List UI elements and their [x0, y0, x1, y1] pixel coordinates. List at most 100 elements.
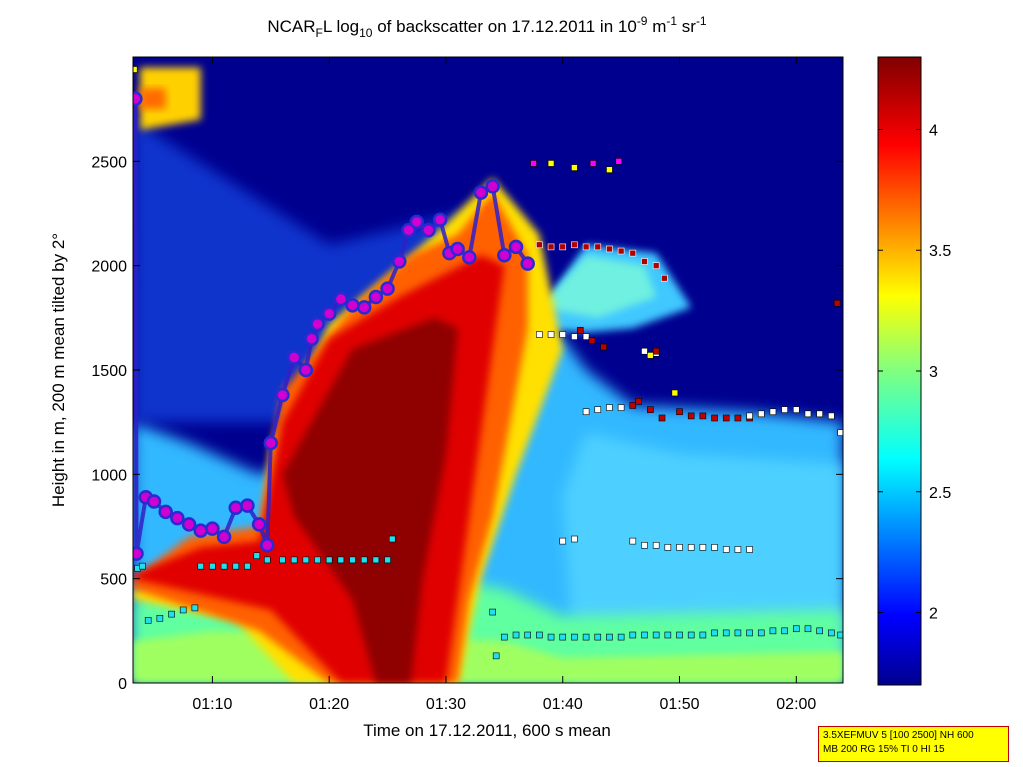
title-part: NCAR	[267, 17, 315, 36]
feature-marker	[536, 241, 543, 249]
top-of-layer-marker	[228, 500, 244, 515]
y-tick-label: 1500	[91, 363, 127, 380]
title-part: sr	[677, 17, 696, 36]
feature-marker	[629, 631, 637, 639]
info-box-line2: MB 200 RG 15% TI 0 HI 15	[823, 744, 945, 755]
colorbar-tick-label: 2	[929, 606, 938, 623]
title-part: -1	[666, 14, 677, 28]
feature-marker	[816, 410, 823, 418]
feature-marker	[244, 562, 251, 570]
y-axis-label: Height in m, 200 m mean tilted by 2°	[49, 233, 68, 507]
feature-marker	[746, 546, 753, 553]
feature-marker	[757, 410, 765, 418]
top-of-layer-marker	[392, 254, 407, 269]
top-of-layer-marker	[240, 498, 255, 513]
feature-marker	[629, 537, 637, 545]
colorbar-gradient	[878, 57, 921, 685]
top-of-layer-marker	[432, 212, 448, 228]
feature-marker	[156, 615, 164, 622]
top-of-layer-marker	[508, 239, 524, 255]
feature-marker	[617, 633, 625, 641]
heatmap-region	[140, 88, 166, 110]
top-of-layer-marker	[485, 179, 500, 194]
feature-marker	[757, 629, 765, 637]
feature-marker	[828, 629, 835, 637]
feature-marker	[722, 414, 730, 422]
feature-marker	[792, 625, 800, 633]
x-axis-label: Time on 17.12.2011, 600 s mean	[363, 721, 611, 740]
feature-marker	[658, 414, 666, 422]
feature-marker	[641, 347, 648, 355]
feature-marker	[606, 245, 613, 253]
feature-marker	[615, 158, 623, 165]
feature-marker	[576, 327, 584, 334]
feature-marker	[530, 160, 537, 167]
feature-marker	[571, 535, 578, 543]
feature-marker	[594, 406, 602, 413]
feature-marker	[263, 556, 271, 564]
feature-marker	[582, 633, 590, 641]
chart-title: NCARFL log10 of backscatter on 17.12.201…	[267, 14, 707, 40]
feature-marker	[629, 249, 637, 257]
feature-marker	[606, 633, 613, 641]
top-of-layer-marker	[260, 538, 275, 553]
feature-marker	[734, 629, 742, 637]
feature-marker	[606, 166, 613, 173]
feature-marker	[734, 414, 742, 422]
feature-marker	[547, 633, 555, 641]
x-tick-label: 01:10	[192, 696, 232, 713]
heatmap-image	[133, 67, 843, 683]
title-part: -1	[696, 14, 707, 28]
feature-marker	[571, 164, 578, 171]
top-of-layer-marker	[133, 91, 143, 106]
top-of-layer-marker	[520, 256, 535, 271]
feature-marker	[711, 544, 718, 551]
top-of-layer-marker	[181, 517, 197, 532]
feature-marker	[168, 610, 175, 618]
top-of-layer-marker	[146, 494, 162, 509]
y-tick-label: 1000	[91, 467, 127, 484]
top-of-layer-marker	[321, 306, 337, 321]
feature-marker	[139, 562, 146, 570]
feature-marker	[197, 562, 205, 570]
top-of-layer-marker	[263, 435, 279, 451]
feature-marker	[617, 404, 625, 411]
feature-marker	[699, 631, 707, 639]
feature-marker	[676, 544, 683, 551]
feature-marker	[547, 243, 555, 251]
y-tick-label: 0	[118, 676, 127, 693]
feature-marker	[652, 541, 660, 549]
feature-marker	[606, 404, 613, 411]
feature-marker	[641, 631, 648, 639]
top-of-layer-marker	[401, 222, 416, 238]
x-tick-label: 01:30	[426, 696, 466, 713]
x-tick-label: 01:50	[659, 696, 699, 713]
plot-area: 01:10 01:20 01:30 01:40 01:50 02:00 0 500 1000 1…	[91, 56, 844, 713]
top-of-layer-marker	[450, 241, 465, 257]
feature-marker	[388, 535, 396, 543]
title-part: m	[647, 17, 666, 36]
feature-marker	[676, 631, 683, 639]
heatmap-region	[140, 67, 201, 131]
y-tick-label: 500	[100, 572, 127, 589]
colorbar-tick-label: 4	[929, 122, 938, 139]
feature-marker	[594, 243, 602, 251]
feature-marker	[501, 633, 508, 641]
feature-marker	[220, 562, 228, 570]
top-of-layer-marker	[380, 281, 395, 296]
feature-marker	[582, 243, 590, 251]
feature-marker	[804, 410, 812, 418]
top-of-layer-marker	[216, 529, 232, 545]
feature-marker	[589, 160, 597, 167]
feature-marker	[594, 633, 602, 641]
feature-marker	[652, 631, 660, 639]
feature-marker	[687, 412, 695, 420]
feature-marker	[769, 408, 777, 416]
feature-marker	[191, 604, 199, 612]
feature-marker	[536, 331, 543, 338]
feature-marker	[600, 343, 607, 351]
feature-marker	[209, 562, 216, 570]
feature-marker	[290, 556, 298, 564]
feature-marker	[661, 274, 668, 282]
feature-marker	[816, 627, 823, 635]
